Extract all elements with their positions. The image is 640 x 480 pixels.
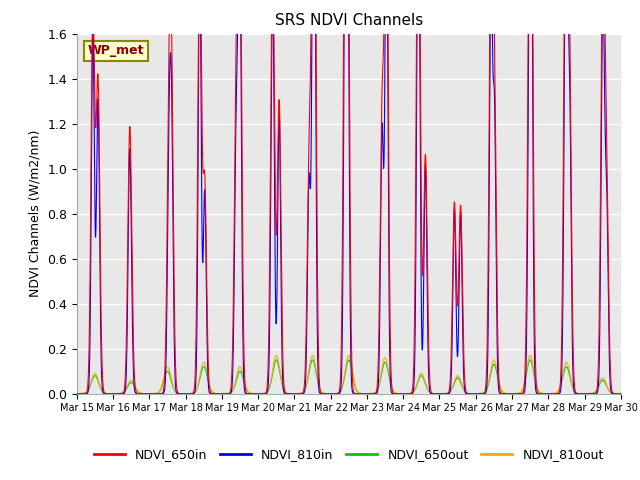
Y-axis label: NDVI Channels (W/m2/nm): NDVI Channels (W/m2/nm) bbox=[29, 130, 42, 297]
Title: SRS NDVI Channels: SRS NDVI Channels bbox=[275, 13, 423, 28]
Legend: NDVI_650in, NDVI_810in, NDVI_650out, NDVI_810out: NDVI_650in, NDVI_810in, NDVI_650out, NDV… bbox=[89, 443, 609, 466]
Text: WP_met: WP_met bbox=[88, 44, 144, 58]
